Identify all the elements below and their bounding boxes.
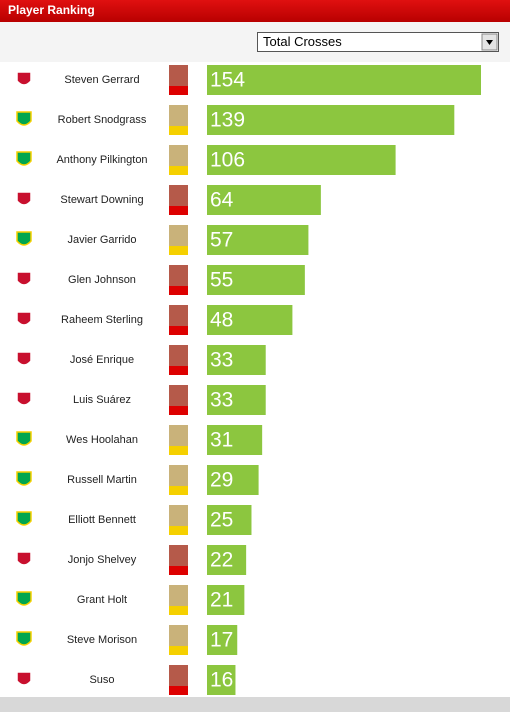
bar (207, 185, 321, 215)
player-name: Grant Holt (77, 594, 127, 606)
dropdown-arrow (486, 40, 493, 45)
value-label: 154 (210, 69, 245, 92)
value-label: 57 (210, 229, 233, 252)
bar (207, 225, 309, 255)
team-crest (16, 351, 32, 366)
team-crest (16, 391, 32, 406)
team-crest (16, 191, 32, 206)
bar (207, 105, 455, 135)
player-name: Suso (89, 674, 114, 686)
player-shirt (169, 366, 188, 375)
value-label: 16 (210, 669, 233, 692)
team-crest (16, 471, 32, 486)
widget-title: Player Ranking (8, 3, 95, 17)
footer-bar (0, 697, 510, 712)
player-shirt (169, 406, 188, 415)
bar (207, 425, 263, 455)
player-name: Anthony Pilkington (56, 154, 147, 166)
team-crest (16, 431, 32, 446)
player-name: Steve Morison (67, 634, 137, 646)
value-label: 33 (210, 349, 233, 372)
player-shirt (169, 86, 188, 95)
header-bar (0, 0, 510, 22)
player-shirt (169, 286, 188, 295)
value-label: 17 (210, 629, 233, 652)
player-shirt (169, 526, 188, 535)
player-shirt (169, 446, 188, 455)
bar (207, 665, 236, 695)
metric-dropdown[interactable] (257, 32, 499, 52)
value-label: 106 (210, 149, 245, 172)
bar (207, 505, 252, 535)
player-name: José Enrique (70, 354, 134, 366)
player-shirt (169, 166, 188, 175)
team-crest (16, 591, 32, 606)
player-name: Robert Snodgrass (58, 114, 147, 126)
team-crest (16, 551, 32, 566)
player-shirt (169, 326, 188, 335)
player-name: Javier Garrido (67, 234, 136, 246)
team-crest (16, 311, 32, 326)
value-label: 31 (210, 429, 233, 452)
player-shirt (169, 686, 188, 695)
team-crest (16, 511, 32, 526)
player-shirt (169, 126, 188, 135)
player-shirt (169, 646, 188, 655)
team-crest (16, 231, 32, 246)
value-label: 25 (210, 509, 233, 532)
bar (207, 545, 247, 575)
team-crest (16, 111, 32, 126)
player-name: Jonjo Shelvey (68, 554, 137, 566)
player-name: Luis Suárez (73, 394, 131, 406)
team-crest (16, 71, 32, 86)
player-name: Stewart Downing (60, 194, 143, 206)
bar (207, 465, 259, 495)
value-label: 21 (210, 589, 233, 612)
value-label: 29 (210, 469, 233, 492)
player-name: Wes Hoolahan (66, 434, 138, 446)
value-label: 55 (210, 269, 233, 292)
dropdown-value: Total Crosses (263, 34, 342, 49)
bar (207, 585, 245, 615)
player-name: Steven Gerrard (64, 74, 139, 86)
player-shirt (169, 486, 188, 495)
team-crest (16, 671, 32, 686)
bar (207, 145, 396, 175)
bar (207, 345, 266, 375)
team-crest (16, 271, 32, 286)
value-label: 22 (210, 549, 233, 572)
player-name: Raheem Sterling (61, 314, 143, 326)
value-label: 48 (210, 309, 233, 332)
team-crest (16, 151, 32, 166)
bar (207, 65, 481, 95)
player-shirt (169, 606, 188, 615)
team-crest (16, 631, 32, 646)
bar (207, 305, 293, 335)
player-shirt (169, 566, 188, 575)
value-label: 33 (210, 389, 233, 412)
bar (207, 625, 238, 655)
player-name: Elliott Bennett (68, 514, 136, 526)
player-name: Russell Martin (67, 474, 137, 486)
player-name: Glen Johnson (68, 274, 136, 286)
value-label: 139 (210, 109, 245, 132)
bar (207, 265, 305, 295)
bar (207, 385, 266, 415)
player-shirt (169, 246, 188, 255)
value-label: 64 (210, 189, 234, 212)
player-shirt (169, 206, 188, 215)
